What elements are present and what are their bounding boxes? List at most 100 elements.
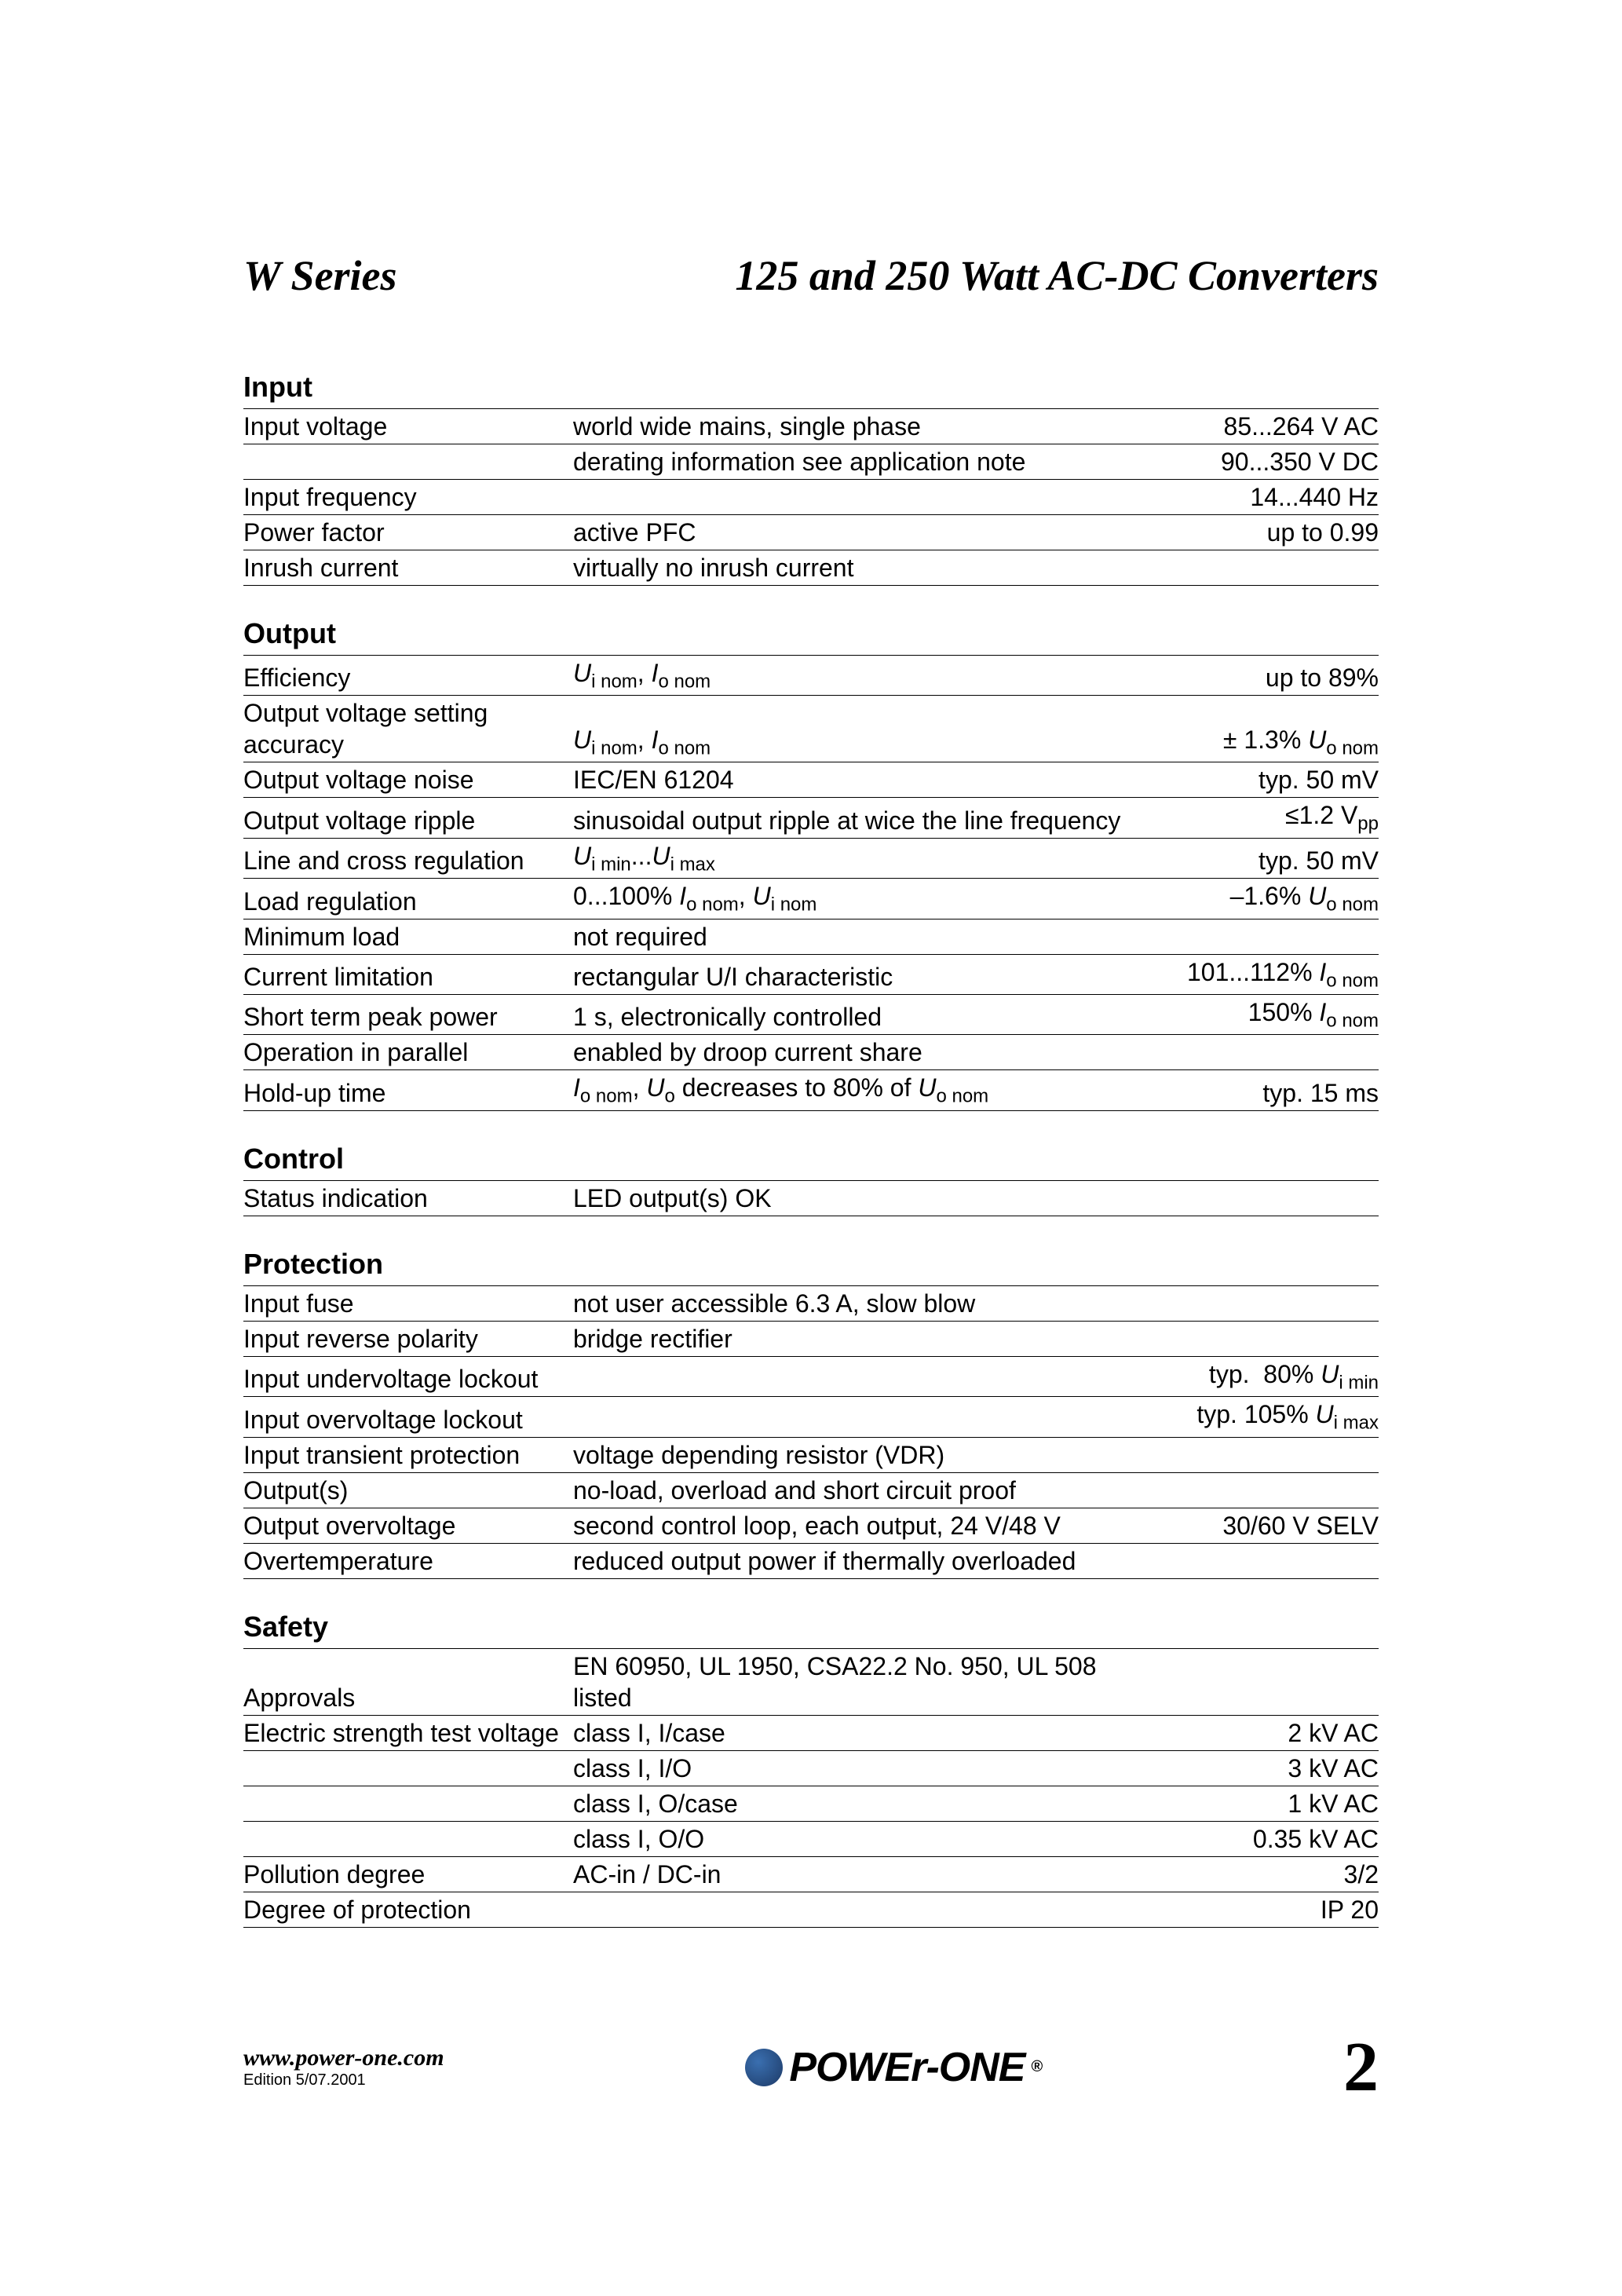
table-row: Degree of protection IP 20 [243, 1892, 1379, 1927]
param-condition: LED output(s) OK [573, 1180, 1123, 1216]
param-condition: voltage depending resistor (VDR) [573, 1437, 1123, 1472]
param-name: Minimum load [243, 919, 573, 954]
table-row: Inrush currentvirtually no inrush curren… [243, 550, 1379, 586]
param-name: Current limitation [243, 954, 573, 994]
spec-table-protection: Input fusenot user accessible 6.3 A, slo… [243, 1285, 1379, 1579]
param-value: IP 20 [1123, 1892, 1379, 1927]
param-name: Line and cross regulation [243, 838, 573, 878]
param-name: Status indication [243, 1180, 573, 1216]
section-title-output: Output [243, 617, 1379, 650]
param-condition [573, 1892, 1123, 1927]
table-row: Load regulation0...100% Io nom, Ui nom–1… [243, 879, 1379, 919]
brand-logo: POWEr-ONE ® [745, 2044, 1042, 2091]
param-value: 30/60 V SELV [1123, 1508, 1379, 1543]
param-condition: not user accessible 6.3 A, slow blow [573, 1285, 1123, 1321]
table-row: Hold-up timeIo nom, Uo decreases to 80% … [243, 1070, 1379, 1110]
series-title: W Series [243, 251, 397, 300]
spec-table-input: Input voltageworld wide mains, single ph… [243, 408, 1379, 586]
globe-icon [745, 2049, 783, 2086]
table-row: Line and cross regulationUi min...Ui max… [243, 838, 1379, 878]
param-condition: sinusoidal output ripple at wice the lin… [573, 798, 1123, 838]
param-value [1123, 1472, 1379, 1508]
param-condition: AC-in / DC-in [573, 1856, 1123, 1892]
param-value [1123, 1437, 1379, 1472]
param-condition: class I, I/case [573, 1715, 1123, 1750]
param-value: typ. 15 ms [1123, 1070, 1379, 1110]
param-name: Input fuse [243, 1285, 573, 1321]
param-value: typ. 105% Ui max [1123, 1397, 1379, 1437]
table-row: Input transient protectionvoltage depend… [243, 1437, 1379, 1472]
param-name: Output voltage noise [243, 762, 573, 798]
param-value: 85...264 V AC [1123, 409, 1379, 444]
param-value: typ. 80% Ui min [1123, 1356, 1379, 1396]
table-row: Output overvoltagesecond control loop, e… [243, 1508, 1379, 1543]
param-name [243, 1821, 573, 1856]
param-condition: virtually no inrush current [573, 550, 1123, 586]
param-value: typ. 50 mV [1123, 838, 1379, 878]
param-value: ± 1.3% Uo nom [1123, 696, 1379, 762]
param-value [1123, 1543, 1379, 1578]
param-value [1123, 1648, 1379, 1715]
brand-text: POWEr-ONE [789, 2044, 1025, 2091]
table-row: class I, O/case1 kV AC [243, 1786, 1379, 1821]
table-row: class I, I/O3 kV AC [243, 1750, 1379, 1786]
param-name: Short term peak power [243, 994, 573, 1034]
param-name: Inrush current [243, 550, 573, 586]
param-name: Output voltage setting accuracy [243, 696, 573, 762]
spec-sections: Input Input voltageworld wide mains, sing… [243, 371, 1379, 1928]
param-name: Load regulation [243, 879, 573, 919]
param-name: Pollution degree [243, 1856, 573, 1892]
param-condition: enabled by droop current share [573, 1035, 1123, 1070]
table-row: Input frequency14...440 Hz [243, 480, 1379, 515]
section-title-input: Input [243, 371, 1379, 404]
param-condition: class I, O/O [573, 1821, 1123, 1856]
param-condition: derating information see application not… [573, 444, 1123, 480]
param-condition [573, 1356, 1123, 1396]
table-row: derating information see application not… [243, 444, 1379, 480]
param-name: Output voltage ripple [243, 798, 573, 838]
table-row: ApprovalsEN 60950, UL 1950, CSA22.2 No. … [243, 1648, 1379, 1715]
param-condition: rectangular U/I characteristic [573, 954, 1123, 994]
table-row: Input fusenot user accessible 6.3 A, slo… [243, 1285, 1379, 1321]
spec-table-control: Status indicationLED output(s) OK [243, 1180, 1379, 1216]
param-condition: active PFC [573, 515, 1123, 550]
param-value: 90...350 V DC [1123, 444, 1379, 480]
table-row: Output voltage noiseIEC/EN 61204typ. 50 … [243, 762, 1379, 798]
param-condition: Ui nom, Io nom [573, 656, 1123, 696]
section-title-protection: Protection [243, 1248, 1379, 1281]
param-name: Electric strength test voltage [243, 1715, 573, 1750]
table-row: Input undervoltage lockouttyp. 80% Ui mi… [243, 1356, 1379, 1396]
param-name: Efficiency [243, 656, 573, 696]
param-name: Power factor [243, 515, 573, 550]
param-value: up to 89% [1123, 656, 1379, 696]
param-name: Hold-up time [243, 1070, 573, 1110]
param-name: Input overvoltage lockout [243, 1397, 573, 1437]
footer-left: www.power-one.com Edition 5/07.2001 [243, 2045, 444, 2089]
table-row: class I, O/O0.35 kV AC [243, 1821, 1379, 1856]
param-condition: Ui min...Ui max [573, 838, 1123, 878]
page-footer: www.power-one.com Edition 5/07.2001 POWE… [243, 2027, 1379, 2108]
table-row: Electric strength test voltageclass I, I… [243, 1715, 1379, 1750]
table-row: Operation in parallelenabled by droop cu… [243, 1035, 1379, 1070]
table-row: Output(s)no-load, overload and short cir… [243, 1472, 1379, 1508]
param-value: 0.35 kV AC [1123, 1821, 1379, 1856]
param-value [1123, 1321, 1379, 1356]
spec-table-output: EfficiencyUi nom, Io nomup to 89% Output … [243, 655, 1379, 1111]
param-value: up to 0.99 [1123, 515, 1379, 550]
param-value: 3/2 [1123, 1856, 1379, 1892]
param-name: Input frequency [243, 480, 573, 515]
footer-url: www.power-one.com [243, 2045, 444, 2071]
param-name: Degree of protection [243, 1892, 573, 1927]
param-condition: not required [573, 919, 1123, 954]
table-row: Input voltageworld wide mains, single ph… [243, 409, 1379, 444]
param-condition [573, 480, 1123, 515]
param-value: ≤1.2 Vpp [1123, 798, 1379, 838]
param-condition: 0...100% Io nom, Ui nom [573, 879, 1123, 919]
param-name: Approvals [243, 1648, 573, 1715]
param-value: 1 kV AC [1123, 1786, 1379, 1821]
product-title: 125 and 250 Watt AC-DC Converters [735, 251, 1379, 300]
registered-mark: ® [1031, 2058, 1042, 2076]
page-number: 2 [1343, 2027, 1379, 2108]
table-row: Output voltage ripplesinusoidal output r… [243, 798, 1379, 838]
param-name: Overtemperature [243, 1543, 573, 1578]
